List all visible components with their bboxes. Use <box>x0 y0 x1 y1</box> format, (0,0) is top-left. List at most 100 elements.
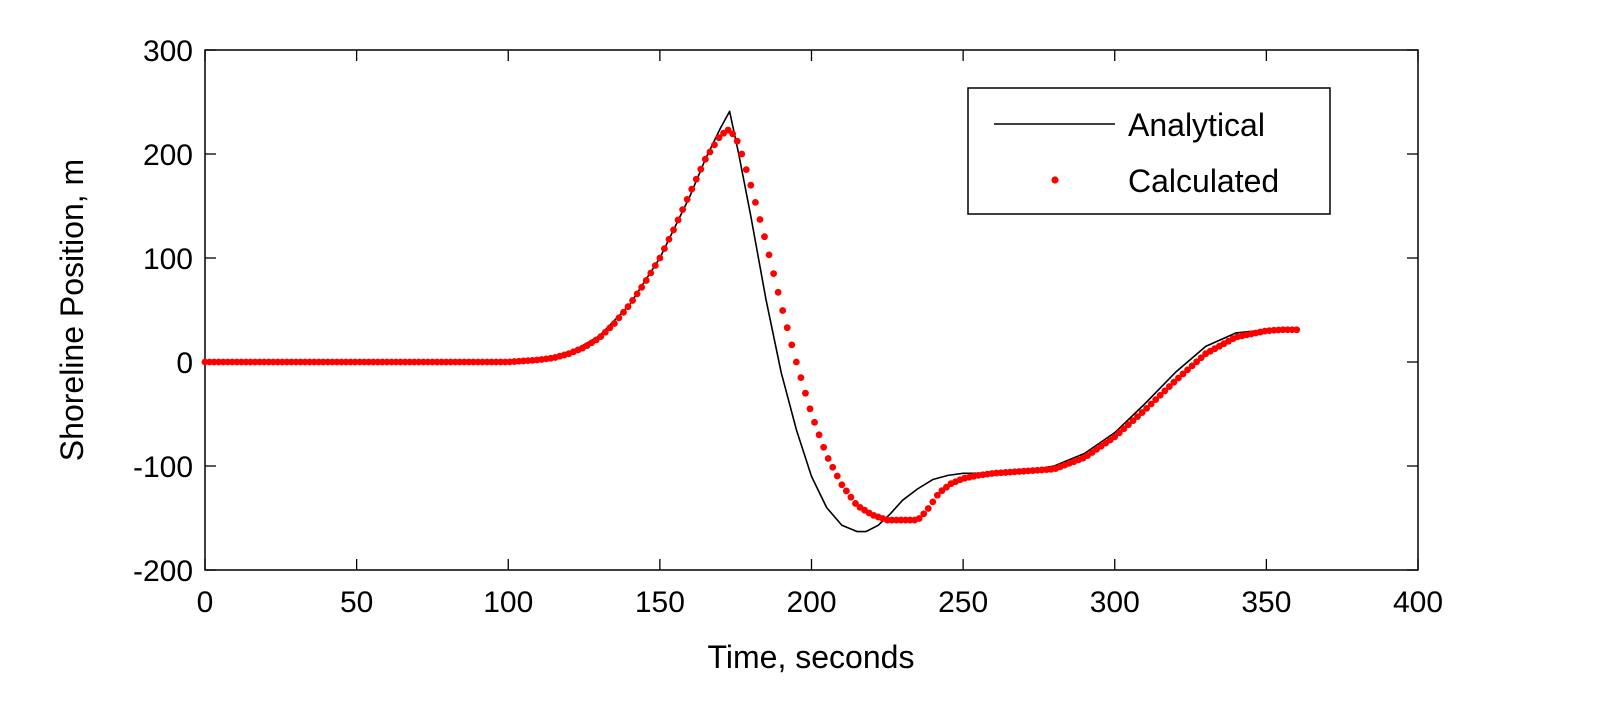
calculated-point <box>929 498 937 506</box>
plot-series <box>201 110 1301 533</box>
calculated-point <box>1125 421 1132 429</box>
calculated-point <box>924 505 932 512</box>
calculated-point <box>1138 409 1146 416</box>
calculated-point <box>829 463 837 471</box>
calculated-point <box>711 141 718 149</box>
calculated-point <box>651 262 659 269</box>
calculated-point <box>638 283 646 291</box>
calculated-point <box>920 510 928 518</box>
calculated-point <box>1175 374 1182 382</box>
calculated-point <box>756 216 764 223</box>
x-axis-label: Time, seconds <box>708 639 915 675</box>
legend-calculated-label: Calculated <box>1128 163 1279 199</box>
calculated-point <box>701 155 709 163</box>
x-axis-ticks <box>204 50 1419 570</box>
calculated-point <box>1147 400 1155 408</box>
calculated-point <box>1161 387 1169 395</box>
legend: Analytical Calculated <box>967 87 1331 215</box>
calculated-point <box>670 226 677 234</box>
y-tick-label: 300 <box>143 35 193 68</box>
calculated-point <box>847 493 855 501</box>
calculated-point <box>842 487 850 495</box>
calculated-point <box>715 134 723 142</box>
calculated-point <box>1134 413 1141 420</box>
calculated-point <box>747 181 755 189</box>
calculated-point <box>1115 429 1123 437</box>
calculated-point <box>1193 358 1201 366</box>
calculated-point <box>597 333 605 341</box>
calculated-point <box>647 269 655 277</box>
calculated-point <box>774 288 782 296</box>
y-tick-label: 0 <box>176 347 193 380</box>
calculated-point <box>761 233 768 241</box>
calculated-point <box>765 251 773 259</box>
calculated-point <box>802 389 809 397</box>
calculated-point <box>1188 362 1196 370</box>
calculated-point <box>706 148 714 156</box>
calculated-point <box>933 491 941 499</box>
calculated-point <box>692 175 700 183</box>
calculated-point <box>1129 417 1137 425</box>
calculated-point <box>633 290 641 298</box>
calculated-point <box>824 455 832 462</box>
calculated-point <box>792 358 800 366</box>
calculated-point <box>1165 383 1173 390</box>
calculated-point <box>1152 396 1160 404</box>
legend-analytical-label: Analytical <box>1128 107 1265 143</box>
calculated-point <box>820 443 828 451</box>
calculated-point <box>852 500 859 507</box>
calculated-point <box>620 308 627 316</box>
calculated-point <box>806 405 814 413</box>
x-tick-label: 250 <box>938 586 988 619</box>
calculated-point <box>770 270 777 277</box>
x-tick-label: 150 <box>635 586 685 619</box>
calculated-point <box>688 185 696 193</box>
calculated-point <box>1120 425 1128 433</box>
calculated-point <box>815 431 823 439</box>
calculated-point <box>779 307 787 314</box>
calculated-point <box>1293 326 1301 334</box>
calculated-point <box>811 418 818 426</box>
y-axis-tick-labels: -200 -100 0 100 200 300 <box>133 35 193 588</box>
calculated-point <box>606 324 614 332</box>
x-tick-label: 0 <box>197 586 214 619</box>
x-tick-label: 200 <box>786 586 836 619</box>
calculated-point <box>733 137 741 145</box>
legend-box <box>967 87 1331 215</box>
calculated-point <box>629 297 636 304</box>
calculated-point <box>833 472 841 480</box>
y-tick-label: -100 <box>133 451 193 484</box>
calculated-point <box>661 245 668 253</box>
y-tick-label: 200 <box>143 139 193 172</box>
x-tick-label: 400 <box>1393 586 1443 619</box>
calculated-point <box>610 320 618 327</box>
calculated-point <box>724 126 732 134</box>
calculated-point <box>738 150 746 158</box>
calculated-point <box>1179 370 1187 378</box>
calculated-point <box>642 277 650 284</box>
calculated-point <box>683 195 691 203</box>
calculated-point <box>1170 378 1178 386</box>
calculated-point <box>915 515 923 522</box>
calculated-point <box>788 341 796 349</box>
x-axis-tick-labels: 0 50 100 150 200 250 300 350 400 <box>197 586 1443 619</box>
calculated-point <box>656 254 664 262</box>
series-calculated-markers <box>201 126 1301 524</box>
calculated-point <box>1143 404 1150 412</box>
y-tick-label: -200 <box>133 555 193 588</box>
calculated-point <box>783 324 791 332</box>
calculated-point <box>674 216 682 224</box>
calculated-point <box>729 130 737 138</box>
calculated-point <box>838 481 846 489</box>
legend-calculated-marker-swatch <box>1051 176 1059 184</box>
calculated-point <box>601 328 609 336</box>
y-axis-label: Shoreline Position, m <box>54 159 90 461</box>
x-tick-label: 350 <box>1241 586 1291 619</box>
x-tick-label: 300 <box>1090 586 1140 619</box>
calculated-point <box>797 374 805 381</box>
y-tick-label: 100 <box>143 243 193 276</box>
calculated-point <box>624 303 632 311</box>
calculated-point <box>697 165 705 173</box>
calculated-point <box>615 314 623 322</box>
